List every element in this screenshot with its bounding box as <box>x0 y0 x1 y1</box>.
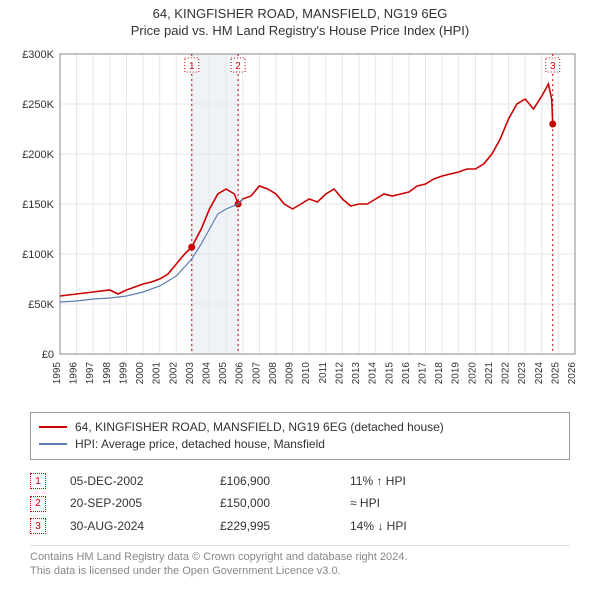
x-tick-label: 2005 <box>218 362 229 385</box>
y-tick-label: £300K <box>22 49 54 61</box>
sale-date: 30-AUG-2024 <box>70 519 220 533</box>
x-tick-label: 2010 <box>301 362 312 385</box>
legend-row: 64, KINGFISHER ROAD, MANSFIELD, NG19 6EG… <box>39 419 561 436</box>
x-tick-label: 1996 <box>69 362 80 385</box>
sale-marker: 1 <box>30 473 46 489</box>
x-tick-label: 2022 <box>501 362 512 385</box>
series-marker <box>188 244 195 251</box>
x-tick-label: 1999 <box>118 362 129 385</box>
event-label: 1 <box>189 61 195 72</box>
x-tick-label: 1998 <box>102 362 113 385</box>
x-tick-label: 2009 <box>285 362 296 385</box>
series-marker <box>549 121 556 128</box>
sale-date: 05-DEC-2002 <box>70 474 220 488</box>
chart-subtitle: Price paid vs. HM Land Registry's House … <box>10 23 590 38</box>
sale-price: £106,900 <box>220 474 350 488</box>
x-tick-label: 2001 <box>152 362 163 385</box>
x-tick-label: 2020 <box>467 362 478 385</box>
legend-swatch <box>39 443 67 445</box>
x-tick-label: 2011 <box>318 362 329 384</box>
y-tick-label: £100K <box>22 249 54 261</box>
license-line-1: Contains HM Land Registry data © Crown c… <box>30 550 570 564</box>
sale-row: 3 30-AUG-2024£229,99514% ↓ HPI <box>30 515 570 538</box>
y-tick-label: £250K <box>22 99 54 111</box>
x-tick-label: 1995 <box>52 362 63 385</box>
legend-label: 64, KINGFISHER ROAD, MANSFIELD, NG19 6EG… <box>75 419 444 436</box>
series-property <box>60 84 553 296</box>
y-tick-label: £50K <box>28 299 54 311</box>
y-tick-label: £0 <box>42 349 54 361</box>
sale-price: £229,995 <box>220 519 350 533</box>
x-tick-label: 2017 <box>417 362 428 385</box>
chart-title: 64, KINGFISHER ROAD, MANSFIELD, NG19 6EG <box>10 6 590 21</box>
sale-row: 2 20-SEP-2005£150,000≈ HPI <box>30 492 570 515</box>
x-tick-label: 2013 <box>351 362 362 385</box>
y-tick-label: £200K <box>22 149 54 161</box>
chart-plot: £0 £50K £100K £150K £200K £250K £300K 1995 1996 1… <box>10 44 590 404</box>
x-tick-label: 2008 <box>268 362 279 385</box>
x-tick-label: 2006 <box>235 362 246 385</box>
sale-row: 1 05-DEC-2002£106,90011% ↑ HPI <box>30 470 570 493</box>
x-tick-label: 2003 <box>185 362 196 385</box>
chart-container: 64, KINGFISHER ROAD, MANSFIELD, NG19 6EG… <box>0 0 600 587</box>
x-tick-label: 2019 <box>451 362 462 385</box>
legend-swatch <box>39 426 67 428</box>
sale-marker: 3 <box>30 518 46 534</box>
legend-row: HPI: Average price, detached house, Mans… <box>39 436 561 453</box>
license-notice: Contains HM Land Registry data © Crown c… <box>30 545 570 579</box>
event-label: 3 <box>550 61 556 72</box>
x-tick-label: 1997 <box>85 362 96 385</box>
x-tick-label: 2024 <box>534 362 545 385</box>
x-tick-label: 2014 <box>368 362 379 385</box>
y-tick-label: £150K <box>22 199 54 211</box>
sale-delta: 14% ↓ HPI <box>350 519 550 533</box>
x-tick-label: 2018 <box>434 362 445 385</box>
x-tick-label: 2026 <box>567 362 578 385</box>
x-tick-label: 2007 <box>251 362 262 385</box>
sales-table: 1 05-DEC-2002£106,90011% ↑ HPI 2 20-SEP-200… <box>30 470 570 538</box>
sale-delta: ≈ HPI <box>350 496 550 510</box>
legend: 64, KINGFISHER ROAD, MANSFIELD, NG19 6EG… <box>30 412 570 460</box>
x-tick-label: 2012 <box>334 362 345 385</box>
sale-price: £150,000 <box>220 496 350 510</box>
license-line-2: This data is licensed under the Open Gov… <box>30 564 570 578</box>
x-tick-label: 2021 <box>484 362 495 385</box>
x-tick-label: 2016 <box>401 362 412 385</box>
sale-date: 20-SEP-2005 <box>70 496 220 510</box>
x-tick-label: 2000 <box>135 362 146 385</box>
x-tick-label: 2002 <box>168 362 179 385</box>
sale-marker: 2 <box>30 496 46 512</box>
legend-label: HPI: Average price, detached house, Mans… <box>75 436 325 453</box>
x-tick-label: 2025 <box>550 362 561 385</box>
event-label: 2 <box>235 61 241 72</box>
sale-delta: 11% ↑ HPI <box>350 474 550 488</box>
x-tick-label: 2015 <box>384 362 395 385</box>
x-tick-label: 2004 <box>202 362 213 385</box>
x-tick-label: 2023 <box>517 362 528 385</box>
